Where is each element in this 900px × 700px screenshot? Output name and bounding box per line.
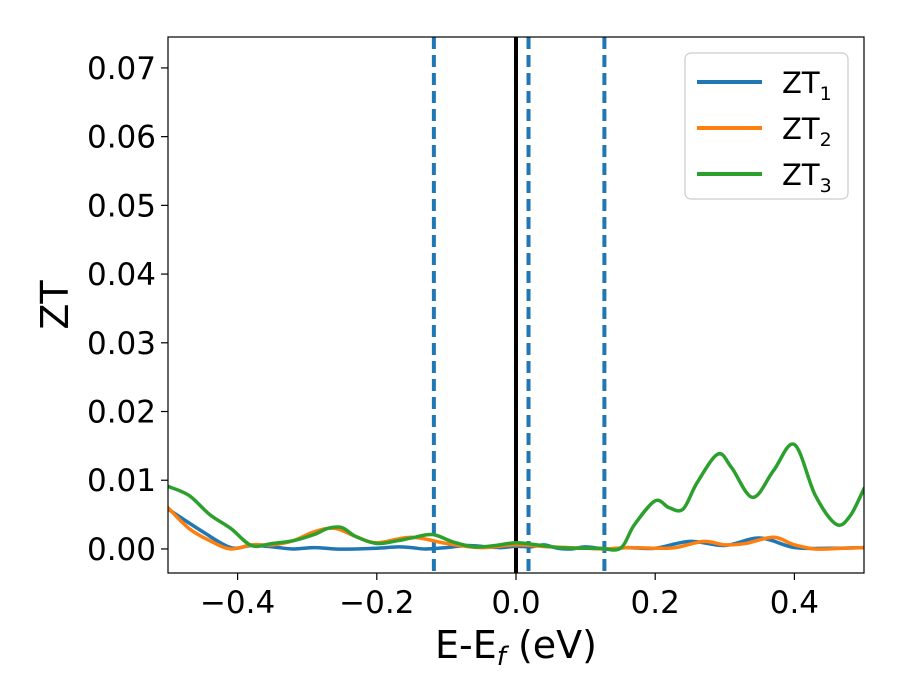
series-lines: [168, 442, 864, 552]
legend-label-zt2: ZT2: [782, 112, 832, 151]
x-axis-label-unit: (eV): [506, 623, 597, 667]
x-tick-label: 0.4: [770, 585, 819, 621]
reference-lines: [431, 37, 607, 573]
x-axis-label-main: E-E: [435, 623, 497, 667]
legend-label-zt3: ZT3: [782, 158, 832, 197]
y-tick-label: 0.06: [87, 120, 156, 156]
y-tick-label: 0.05: [87, 188, 156, 224]
x-tick-label: 0.2: [631, 585, 680, 621]
y-tick-label: 0.04: [87, 257, 156, 293]
y-tick-label: 0.03: [87, 326, 156, 362]
legend: ZT1 ZT2 ZT3: [684, 52, 849, 200]
y-tick-label: 0.02: [87, 395, 156, 431]
series-line-zt3: [168, 442, 864, 552]
x-tick-label: −0.4: [200, 585, 275, 621]
x-tick-label: −0.2: [339, 585, 414, 621]
y-tick-label: 0.00: [87, 532, 156, 568]
y-axis-label: ZT: [33, 280, 77, 330]
x-axis: −0.4 −0.2 0.0 0.2 0.4: [200, 573, 819, 621]
y-tick-label: 0.07: [87, 51, 156, 87]
y-axis: 0.00 0.01 0.02 0.03 0.04 0.05 0.06 0.07: [87, 51, 168, 568]
x-axis-label: E-Ef (eV): [435, 623, 597, 672]
x-tick-label: 0.0: [491, 585, 540, 621]
legend-label-zt1: ZT1: [782, 66, 832, 105]
legend-box: [684, 52, 849, 200]
y-tick-label: 0.01: [87, 463, 156, 499]
